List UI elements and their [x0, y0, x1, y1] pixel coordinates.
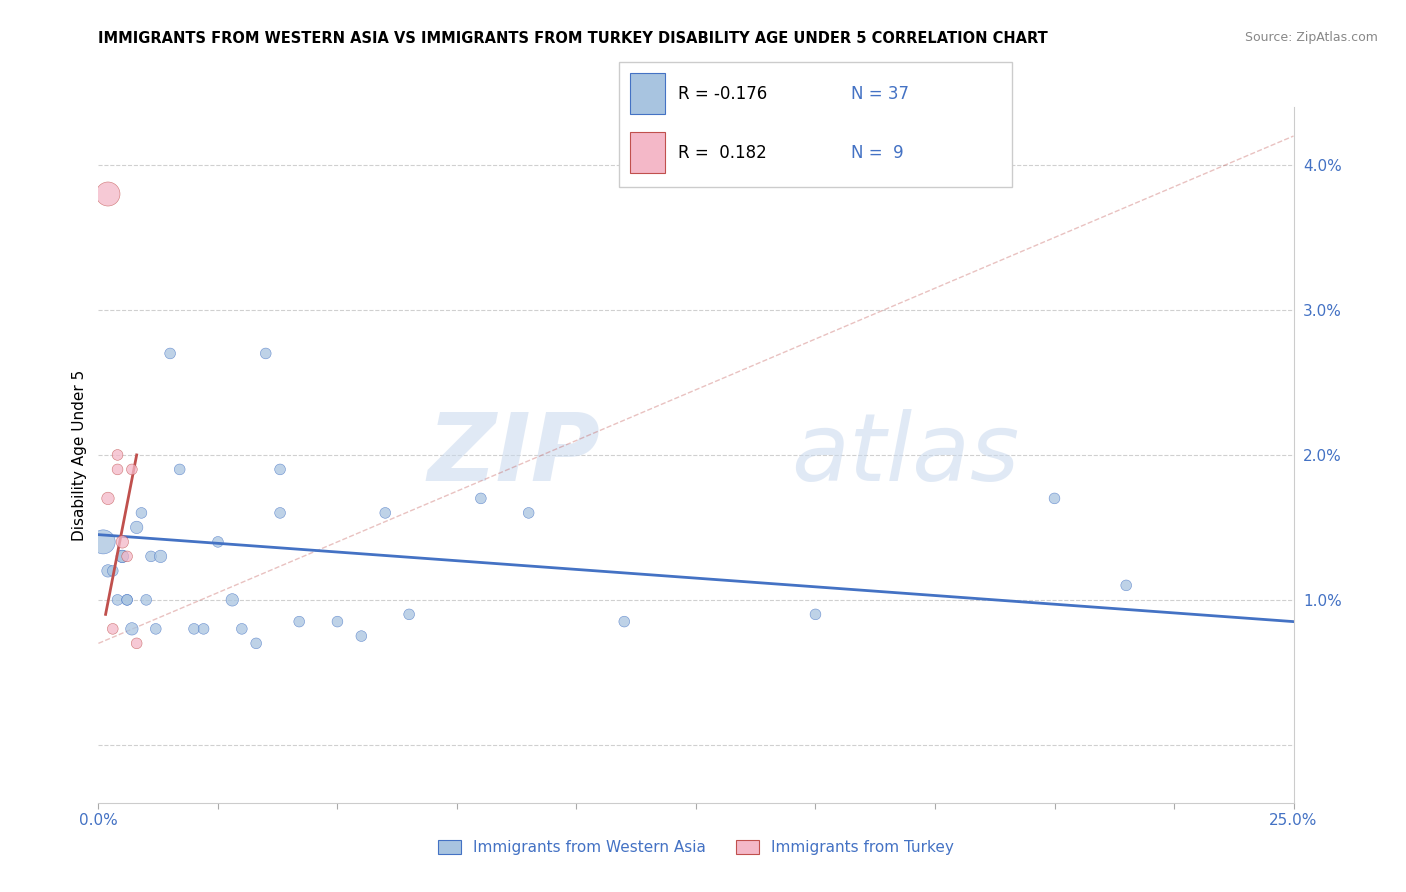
Point	[517, 506, 540, 520]
Point	[107, 592, 129, 607]
Point	[125, 520, 148, 534]
Point	[97, 187, 120, 202]
Point	[350, 629, 373, 643]
Point	[1115, 578, 1137, 592]
Point	[159, 346, 181, 360]
Point	[91, 534, 114, 549]
Point	[398, 607, 420, 622]
Point	[288, 615, 311, 629]
Text: N = 37: N = 37	[851, 85, 908, 103]
Point	[254, 346, 277, 360]
Point	[107, 448, 129, 462]
Point	[231, 622, 253, 636]
Point	[101, 564, 124, 578]
Point	[115, 549, 138, 564]
Point	[326, 615, 349, 629]
Point	[374, 506, 396, 520]
Point	[131, 506, 153, 520]
Point	[139, 549, 162, 564]
Point	[125, 636, 148, 650]
Point	[169, 462, 191, 476]
Point	[149, 549, 172, 564]
Point	[111, 549, 134, 564]
Text: ZIP: ZIP	[427, 409, 600, 501]
Text: Source: ZipAtlas.com: Source: ZipAtlas.com	[1244, 31, 1378, 45]
Point	[97, 564, 120, 578]
Point	[470, 491, 492, 506]
Point	[101, 622, 124, 636]
Point	[207, 534, 229, 549]
Text: atlas: atlas	[792, 409, 1019, 500]
Point	[221, 592, 243, 607]
Point	[115, 592, 138, 607]
Point	[183, 622, 205, 636]
Point	[115, 592, 138, 607]
Point	[145, 622, 167, 636]
Text: R = -0.176: R = -0.176	[678, 85, 766, 103]
Y-axis label: Disability Age Under 5: Disability Age Under 5	[72, 369, 87, 541]
Point	[269, 462, 291, 476]
Text: IMMIGRANTS FROM WESTERN ASIA VS IMMIGRANTS FROM TURKEY DISABILITY AGE UNDER 5 CO: IMMIGRANTS FROM WESTERN ASIA VS IMMIGRAN…	[98, 31, 1047, 46]
Point	[97, 491, 120, 506]
Point	[121, 622, 143, 636]
Point	[121, 462, 143, 476]
Text: R =  0.182: R = 0.182	[678, 144, 766, 161]
Point	[107, 462, 129, 476]
Point	[245, 636, 267, 650]
Point	[269, 506, 291, 520]
Point	[804, 607, 827, 622]
Point	[613, 615, 636, 629]
Point	[193, 622, 215, 636]
Point	[135, 592, 157, 607]
Point	[111, 549, 134, 564]
Point	[1043, 491, 1066, 506]
Point	[111, 534, 134, 549]
Legend: Immigrants from Western Asia, Immigrants from Turkey: Immigrants from Western Asia, Immigrants…	[432, 834, 960, 862]
Text: N =  9: N = 9	[851, 144, 903, 161]
